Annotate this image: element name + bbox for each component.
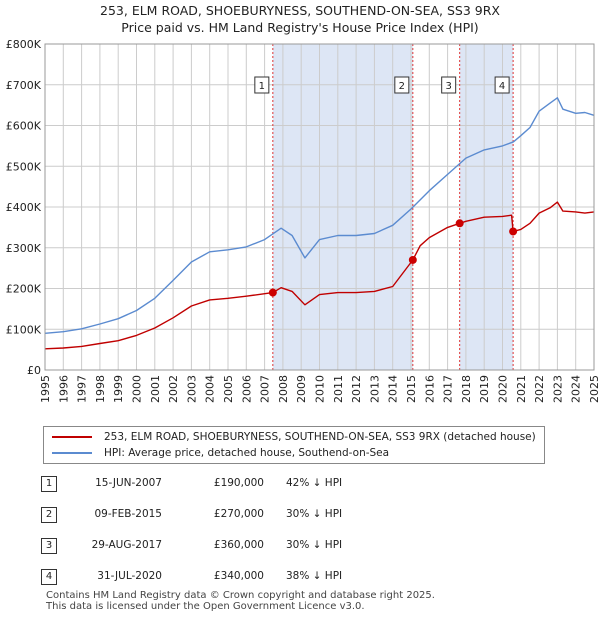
x-tick-label: 2010: [314, 375, 327, 403]
sale-hpi-diff: 30% ↓ HPI: [286, 508, 343, 520]
sale-date: 29-AUG-2017: [91, 539, 162, 551]
x-tick-label: 2021: [515, 375, 528, 403]
x-tick-label: 1999: [112, 375, 125, 403]
y-tick-label: £400K: [6, 201, 42, 214]
y-tick-label: £500K: [6, 160, 42, 173]
sale-number-label: 2: [399, 81, 405, 92]
sale-date: 31-JUL-2020: [97, 570, 162, 582]
price-chart: £0 £100K £200K £300K £400K £500K £600K £700K £80…: [6, 38, 600, 403]
x-tick-label: 2015: [405, 375, 418, 403]
y-tick-label: £300K: [6, 242, 42, 255]
x-tick-label: 2013: [368, 375, 381, 403]
sale-point-1: [268, 288, 277, 297]
y-tick-label: £100K: [6, 323, 42, 336]
y-tick-label: £600K: [6, 120, 42, 133]
hpi-line: [44, 97, 595, 334]
x-tick-label: 2008: [277, 375, 290, 403]
sale-number-box-3: [441, 76, 457, 94]
sale-number-label: 3: [445, 81, 451, 92]
table-row: 3 29-AUG-2017 £360,000 30% ↓ HPI: [0, 536, 600, 556]
x-tick-label: 2005: [222, 375, 235, 403]
x-tick-label: 2006: [240, 375, 253, 403]
legend-swatch-hpi: [52, 452, 92, 454]
x-tick-label: 2001: [149, 375, 162, 403]
y-tick-label: £200K: [6, 283, 42, 296]
sale-price: £190,000: [213, 477, 264, 489]
footer-attribution: Contains HM Land Registry data © Crown c…: [46, 590, 435, 612]
x-tick-label: 2017: [442, 375, 455, 403]
x-tick-label: 2016: [423, 375, 436, 403]
y-tick-label: £800K: [6, 38, 42, 51]
x-tick-label: 2000: [131, 375, 144, 403]
x-tick-label: 2020: [497, 375, 510, 403]
legend-item-property: 253, ELM ROAD, SHOEBURYNESS, SOUTHEND-ON…: [52, 429, 536, 445]
sale-point-3: [455, 219, 464, 228]
x-tick-label: 1996: [57, 375, 70, 403]
x-tick-label: 2011: [332, 375, 345, 403]
x-tick-label: 2014: [387, 375, 400, 403]
x-tick-label: 2007: [259, 375, 272, 403]
chart-subtitle: Price paid vs. HM Land Registry's House …: [121, 20, 479, 35]
x-tick-label: 1995: [39, 375, 52, 403]
sale-hpi-diff: 38% ↓ HPI: [286, 570, 343, 582]
x-tick-label: 2022: [533, 375, 546, 403]
table-row: 2 09-FEB-2015 £270,000 30% ↓ HPI: [0, 505, 600, 525]
table-row: 4 31-JUL-2020 £340,000 38% ↓ HPI: [0, 567, 600, 587]
sale-hpi-diff: 30% ↓ HPI: [286, 539, 343, 551]
table-row: 1 15-JUN-2007 £190,000 42% ↓ HPI: [0, 474, 600, 494]
x-tick-label: 2018: [460, 375, 473, 403]
legend-item-hpi: HPI: Average price, detached house, Sout…: [52, 445, 389, 461]
y-tick-label: £700K: [6, 79, 42, 92]
sale-price: £270,000: [213, 508, 264, 520]
sale-number-badge: 1: [41, 476, 57, 492]
sale-number-label: 1: [259, 81, 265, 92]
x-tick-label: 1997: [76, 375, 89, 403]
sale-date: 15-JUN-2007: [95, 477, 162, 489]
sale-number-box-4: [494, 76, 510, 94]
legend-label-hpi: HPI: Average price, detached house, Sout…: [104, 447, 390, 459]
footer-copyright: Contains HM Land Registry data © Crown c…: [46, 590, 435, 601]
x-tick-label: 2024: [570, 375, 583, 403]
sale-number-badge: 3: [41, 538, 57, 554]
sale-date: 09-FEB-2015: [94, 508, 162, 520]
x-tick-label: 2012: [350, 375, 363, 403]
sale-price: £340,000: [213, 570, 264, 582]
legend: 253, ELM ROAD, SHOEBURYNESS, SOUTHEND-ON…: [43, 426, 545, 464]
plot-area-border: [44, 43, 595, 371]
legend-label-property: 253, ELM ROAD, SHOEBURYNESS, SOUTHEND-ON…: [104, 431, 536, 443]
y-tick-label: £0: [27, 364, 41, 377]
sale-point-2: [408, 255, 417, 264]
sale-number-label: 4: [499, 81, 505, 92]
x-tick-label: 2025: [588, 375, 600, 403]
x-tick-label: 2023: [551, 375, 564, 403]
x-tick-label: 2004: [204, 375, 217, 403]
sale-number-badge: 4: [41, 569, 57, 585]
x-tick-label: 2009: [295, 375, 308, 403]
legend-swatch-property: [52, 436, 92, 438]
footer-licence: This data is licensed under the Open Gov…: [46, 601, 365, 612]
sale-number-box-1: [254, 76, 270, 94]
sale-hpi-diff: 42% ↓ HPI: [286, 477, 343, 489]
chart-title: 253, ELM ROAD, SHOEBURYNESS, SOUTHEND-ON…: [100, 3, 500, 18]
sale-point-4: [509, 227, 518, 236]
x-tick-label: 1998: [94, 375, 107, 403]
property-price-line: [44, 201, 595, 350]
x-tick-label: 2003: [185, 375, 198, 403]
sale-number-badge: 2: [41, 507, 57, 523]
sale-price: £360,000: [213, 539, 264, 551]
sale-number-box-2: [394, 76, 410, 94]
x-tick-label: 2019: [478, 375, 491, 403]
x-tick-label: 2002: [167, 375, 180, 403]
